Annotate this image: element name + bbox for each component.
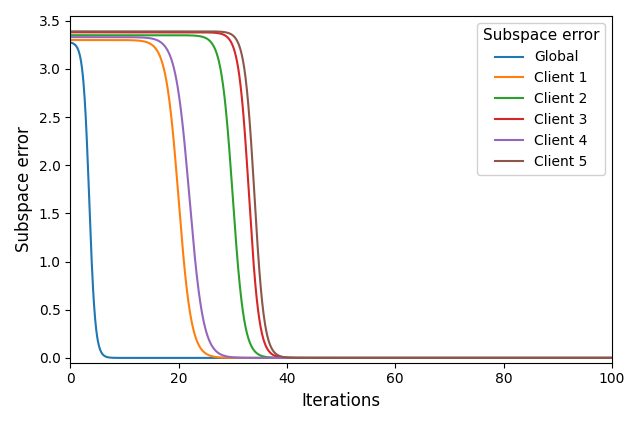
Line: Client 3: Client 3 (70, 32, 612, 358)
Client 2 (330, 355, 337, 360)
Client 4 (316, 355, 323, 360)
Y-axis label: Subspace error: Subspace error (15, 126, 33, 252)
Client 3 (493, 355, 500, 360)
Global (592, 355, 600, 360)
Client 3 (592, 355, 600, 360)
Line: Global: Global (70, 42, 612, 358)
Client 1 (493, 355, 500, 360)
Client 1 (94, 37, 102, 42)
Global (592, 355, 600, 360)
Client 1 (592, 355, 600, 360)
Client 4 (330, 355, 337, 360)
Client 5 (316, 355, 323, 360)
Client 4 (592, 355, 600, 360)
Client 5 (608, 355, 616, 360)
Client 1 (67, 37, 74, 42)
Client 2 (592, 355, 600, 360)
Client 2 (592, 355, 600, 360)
Client 5 (330, 355, 337, 360)
Client 5 (67, 29, 74, 34)
Global (608, 355, 616, 360)
Client 5 (592, 355, 600, 360)
Client 4 (493, 355, 500, 360)
Client 1 (608, 355, 616, 360)
Client 1 (592, 355, 600, 360)
Global (493, 355, 500, 360)
Client 4 (67, 34, 74, 40)
Line: Client 5: Client 5 (70, 31, 612, 358)
X-axis label: Iterations: Iterations (301, 392, 381, 410)
Client 3 (608, 355, 616, 360)
Global (67, 40, 74, 45)
Line: Client 4: Client 4 (70, 37, 612, 358)
Client 2 (94, 33, 102, 38)
Client 2 (493, 355, 500, 360)
Client 2 (67, 33, 74, 38)
Client 2 (608, 355, 616, 360)
Global (316, 355, 323, 360)
Client 5 (592, 355, 600, 360)
Line: Client 2: Client 2 (70, 35, 612, 358)
Client 1 (316, 355, 323, 360)
Client 4 (94, 34, 102, 40)
Client 3 (316, 355, 323, 360)
Line: Client 1: Client 1 (70, 40, 612, 358)
Client 3 (67, 30, 74, 35)
Client 4 (592, 355, 600, 360)
Client 1 (330, 355, 337, 360)
Global (330, 355, 337, 360)
Client 3 (94, 30, 102, 35)
Client 3 (330, 355, 337, 360)
Legend: Global, Client 1, Client 2, Client 3, Client 4, Client 5: Global, Client 1, Client 2, Client 3, Cl… (477, 23, 605, 175)
Client 4 (608, 355, 616, 360)
Client 2 (316, 355, 323, 360)
Global (94, 339, 102, 344)
Client 3 (592, 355, 600, 360)
Client 5 (493, 355, 500, 360)
Client 5 (94, 29, 102, 34)
